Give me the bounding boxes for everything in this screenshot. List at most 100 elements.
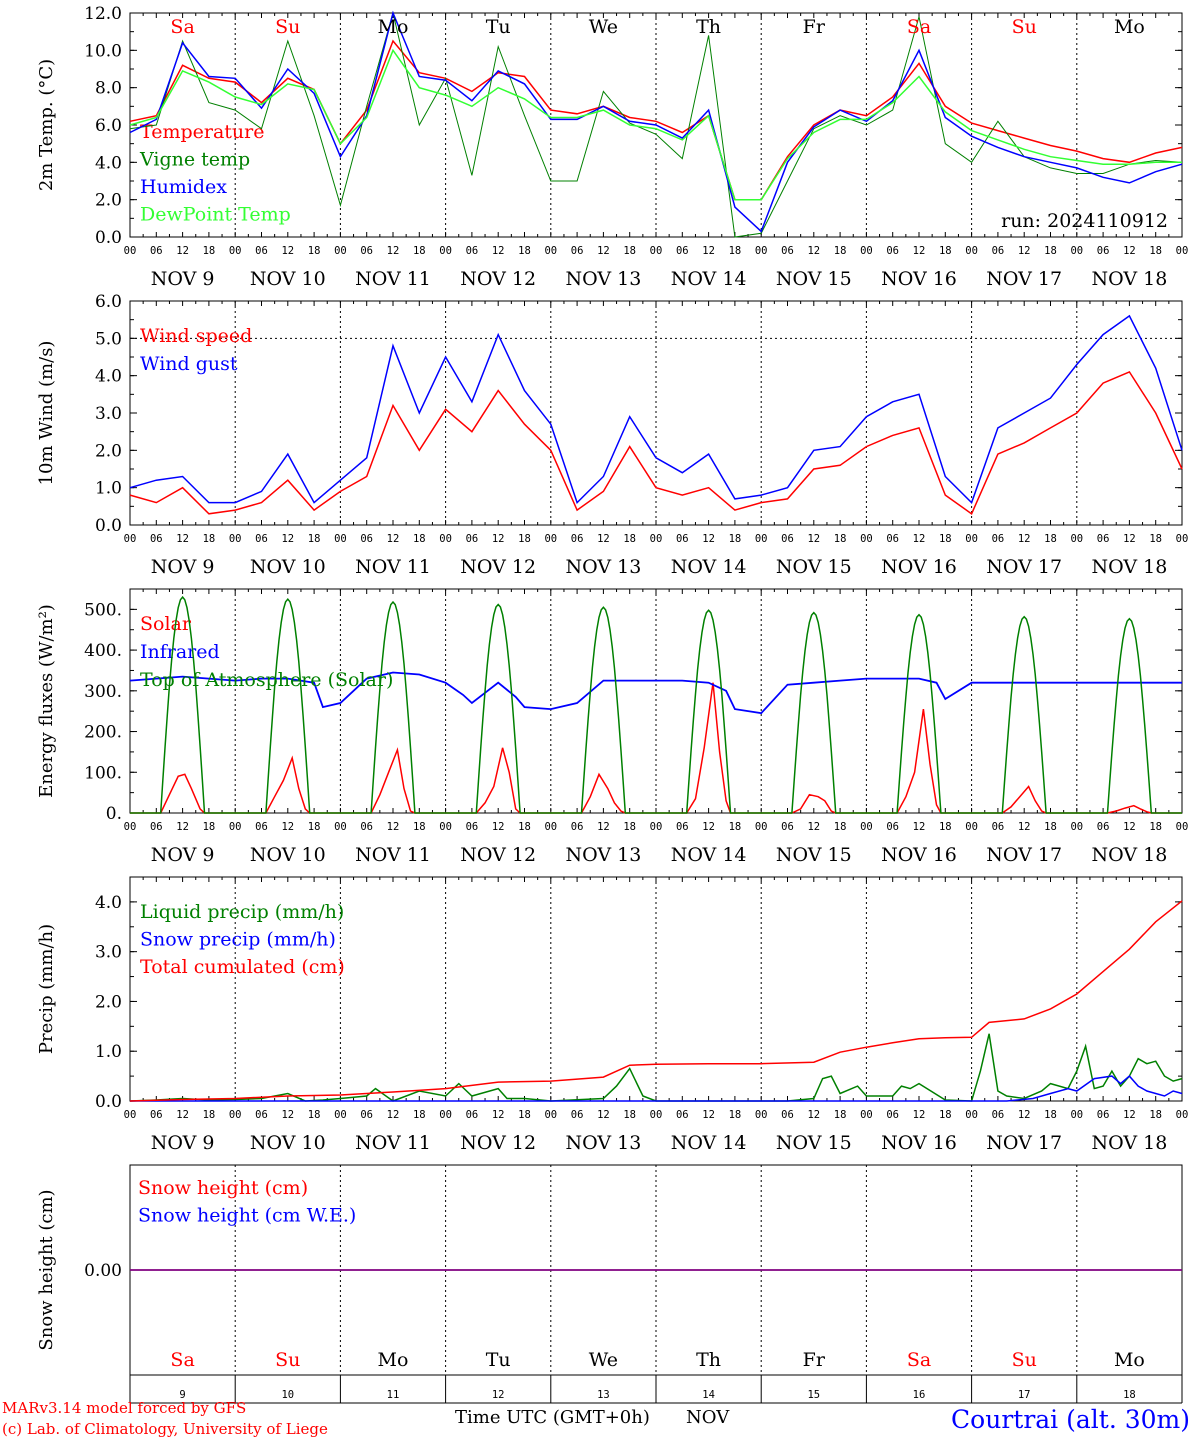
hour-tick-label: 06 xyxy=(466,533,479,545)
day-number-label: 10 xyxy=(281,1389,294,1401)
legend-entry: Wind speed xyxy=(140,325,252,347)
hour-tick-label: 18 xyxy=(1149,821,1162,833)
y-axis-label: 2m Temp. (°C) xyxy=(36,59,57,191)
series-line-1 xyxy=(130,682,1182,814)
hour-tick-label: 06 xyxy=(781,533,794,545)
date-label: NOV 18 xyxy=(1091,844,1167,866)
hour-tick-label: 00 xyxy=(544,245,557,257)
weekday-label: Mo xyxy=(378,1349,409,1371)
hour-tick-label: 00 xyxy=(544,1109,557,1121)
hour-tick-label: 00 xyxy=(229,245,242,257)
hour-tick-label: 06 xyxy=(150,1109,163,1121)
weekday-label: Su xyxy=(1012,16,1037,38)
hour-tick-label: 00 xyxy=(124,533,137,545)
day-number-label: 9 xyxy=(179,1389,185,1401)
panel-2: 0.0 1.0 2.0 3.0 4.0 5.0 6.0 10m Wind (m/s) Wind … xyxy=(36,292,1188,578)
hour-tick-label: 00 xyxy=(1070,533,1083,545)
date-label: NOV 14 xyxy=(671,268,747,290)
y-tick-label: 500. xyxy=(84,600,122,620)
hour-tick-label: 00 xyxy=(1176,245,1189,257)
hour-tick-label: 06 xyxy=(992,245,1005,257)
hour-tick-label: 18 xyxy=(623,821,636,833)
hour-tick-label: 18 xyxy=(518,1109,531,1121)
weekday-label: Mo xyxy=(378,16,409,38)
date-label: NOV 17 xyxy=(986,556,1062,578)
y-tick-label: 200. xyxy=(84,723,122,743)
date-label: NOV 9 xyxy=(151,556,215,578)
hour-tick-label: 18 xyxy=(834,245,847,257)
hour-tick-label: 00 xyxy=(1176,821,1189,833)
hour-tick-label: 00 xyxy=(544,821,557,833)
weekday-label: Mo xyxy=(1114,16,1145,38)
hour-tick-label: 18 xyxy=(518,533,531,545)
weekday-label: Sa xyxy=(170,16,194,38)
hour-tick-label: 18 xyxy=(413,821,426,833)
date-label: NOV 9 xyxy=(151,1132,215,1154)
series-line-2 xyxy=(130,1075,1183,1102)
hour-tick-label: 00 xyxy=(1070,245,1083,257)
date-label: NOV 11 xyxy=(355,268,431,290)
date-label: NOV 17 xyxy=(986,268,1062,290)
hour-tick-label: 00 xyxy=(650,245,663,257)
y-tick-label: 0.00 xyxy=(84,1261,122,1281)
date-label: NOV 13 xyxy=(565,556,641,578)
y-tick-label: 12.0 xyxy=(84,4,122,24)
hour-tick-label: 00 xyxy=(229,821,242,833)
hour-tick-label: 12 xyxy=(492,245,505,257)
hour-tick-label: 12 xyxy=(1123,1109,1136,1121)
date-label: NOV 13 xyxy=(565,844,641,866)
y-tick-label: 3.0 xyxy=(95,943,122,963)
y-tick-label: 2.0 xyxy=(95,992,122,1012)
hour-tick-label: 18 xyxy=(413,533,426,545)
series-line-2 xyxy=(129,671,1182,715)
hour-tick-label: 00 xyxy=(544,533,557,545)
x-axis-month: NOV xyxy=(686,1407,730,1428)
date-label: NOV 9 xyxy=(151,844,215,866)
hour-tick-label: 18 xyxy=(203,245,216,257)
hour-tick-label: 12 xyxy=(913,533,926,545)
legend-entry: Humidex xyxy=(140,176,227,198)
hour-tick-label: 12 xyxy=(492,1109,505,1121)
hour-tick-label: 12 xyxy=(807,1109,820,1121)
hour-tick-label: 06 xyxy=(992,533,1005,545)
legend-entry: Top of Atmosphere (Solar) xyxy=(140,669,393,691)
series-line-3 xyxy=(129,900,1183,1102)
weekday-label: Su xyxy=(275,1349,300,1371)
weekday-label: Sa xyxy=(170,1349,194,1371)
panel-4: 0.0 1.0 2.0 3.0 4.0 Precip (mm/h) Liquid preci… xyxy=(36,876,1188,1154)
hour-tick-label: 18 xyxy=(623,533,636,545)
y-tick-label: 4.0 xyxy=(95,893,122,913)
hour-tick-label: 18 xyxy=(939,821,952,833)
weekday-label: Tu xyxy=(486,16,511,38)
hour-tick-label: 06 xyxy=(886,245,899,257)
hour-tick-label: 12 xyxy=(1123,245,1136,257)
hour-tick-label: 12 xyxy=(1018,245,1031,257)
y-axis-label: 10m Wind (m/s) xyxy=(36,341,57,486)
day-number-label: 16 xyxy=(913,1389,926,1401)
lab-credit: (c) Lab. of Climatology, University of L… xyxy=(2,1420,328,1438)
series-line-2 xyxy=(129,314,1183,504)
y-axis-label: Snow height (cm) xyxy=(36,1189,57,1350)
hour-tick-label: 18 xyxy=(413,245,426,257)
hour-tick-label: 12 xyxy=(1123,821,1136,833)
hour-tick-label: 12 xyxy=(387,533,400,545)
hour-tick-label: 00 xyxy=(755,245,768,257)
hour-tick-label: 06 xyxy=(360,1109,373,1121)
weekday-label: Fr xyxy=(803,16,826,38)
weekday-label: We xyxy=(589,1349,618,1371)
date-label: NOV 15 xyxy=(776,268,852,290)
y-tick-label: 8.0 xyxy=(95,79,122,99)
hour-tick-label: 18 xyxy=(834,1109,847,1121)
hour-tick-label: 12 xyxy=(281,821,294,833)
hour-tick-label: 06 xyxy=(676,533,689,545)
hour-tick-label: 06 xyxy=(992,821,1005,833)
legend-entry: Total cumulated (cm) xyxy=(140,956,345,978)
date-label: NOV 18 xyxy=(1091,556,1167,578)
hour-tick-label: 06 xyxy=(150,245,163,257)
hour-tick-label: 06 xyxy=(1097,533,1110,545)
hour-tick-label: 06 xyxy=(571,533,584,545)
hour-tick-label: 06 xyxy=(676,821,689,833)
legend-entry: Infrared xyxy=(140,641,220,663)
date-label: NOV 12 xyxy=(460,844,536,866)
